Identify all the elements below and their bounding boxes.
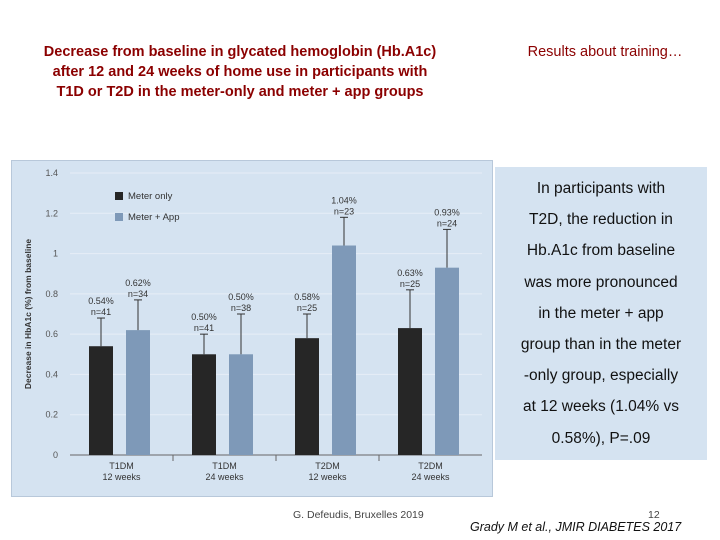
data-label-n: n=34 [128,289,148,299]
x-tick-label: T2DM [418,461,443,471]
page-number: 12 [648,509,660,521]
x-tick-label: 24 weeks [411,472,450,482]
chart-legend: Meter only Meter + App [115,191,180,223]
data-label-percent: 1.04% [331,195,357,205]
data-label-n: n=25 [400,279,420,289]
y-tick-label: 1 [53,249,58,259]
data-label-percent: 0.54% [88,296,114,306]
chart-bars [89,216,459,455]
bar [435,267,459,455]
bar [398,328,422,455]
data-label-n: n=24 [437,218,457,228]
y-tick-label: 0 [53,450,58,460]
chart-data-labels: 0.54%n=410.62%n=340.50%n=410.50%n=380.58… [88,195,460,333]
y-tick-label: 0.8 [45,289,58,299]
x-tick-label: T1DM [109,461,134,471]
data-label-n: n=38 [231,303,251,313]
legend-label: Meter + App [128,212,180,223]
data-label-n: n=41 [194,323,214,333]
data-label-percent: 0.63% [397,268,423,278]
callout-line: In participants with [536,180,666,197]
legend-label: Meter only [128,191,173,202]
legend-swatch [115,213,123,221]
data-label-percent: 0.58% [294,292,320,302]
slide-title-line: Decrease from baseline in glycated hemog… [43,44,437,60]
data-label-n: n=23 [334,206,354,216]
callout-line: 0.58%), P=.09 [551,429,651,447]
bar [229,354,253,455]
slide-title-line: after 12 and 24 weeks of home use in par… [52,64,428,80]
y-tick-label: 0.6 [45,329,58,339]
y-tick-label: 0.4 [45,369,58,379]
callout-box: In participants with T2D, the reduction … [495,167,707,460]
data-label-percent: 0.50% [228,292,254,302]
footer-text: G. Defeudis, Bruxelles 2019 [293,509,424,521]
y-tick-label: 0.2 [45,410,58,420]
callout-line: Hb.A1c from baseline [526,242,676,260]
x-tick-label: T1DM [212,461,237,471]
slide-title-line: T1D or T2D in the meter-only and meter +… [56,84,424,100]
y-tick-label: 1.4 [45,168,58,178]
bar [192,354,216,455]
callout-line: -only group, especially [523,367,679,385]
x-tick-label: 24 weeks [205,472,244,482]
x-tick-label: 12 weeks [102,472,141,482]
data-label-n: n=25 [297,303,317,313]
reference-citation: Grady M et al., JMIR DIABETES 2017 [470,520,682,534]
bar [295,338,319,455]
slide-title: Decrease from baseline in glycated hemog… [20,42,460,102]
x-tick-label: T2DM [315,461,340,471]
data-label-percent: 0.93% [434,207,460,217]
bar-chart: 0 0.2 0.4 0.6 0.8 1 1.2 1.4 Decrease in HbA1c (%… [23,168,482,482]
y-tick-label: 1.2 [45,208,58,218]
legend-swatch [115,192,123,200]
y-axis-label: Decrease in HbA1c (%) from baseline [23,239,33,389]
callout-line: at 12 weeks (1.04% vs [523,398,679,416]
callout-line: group than in the meter [520,336,682,354]
data-label-percent: 0.50% [191,312,217,322]
bar [126,330,150,455]
chart-panel: 0 0.2 0.4 0.6 0.8 1 1.2 1.4 Decrease in HbA1c (%… [11,160,493,497]
callout-line: was more pronounced [524,273,678,291]
bar [89,346,113,455]
callout-line: in the meter + app [538,304,664,322]
x-tick-label: 12 weeks [308,472,347,482]
callout-line: T2D, the reduction in [529,211,673,229]
bar [332,245,356,455]
data-label-n: n=41 [91,307,111,317]
right-title: Results about training… [527,44,683,60]
data-label-percent: 0.62% [125,278,151,288]
